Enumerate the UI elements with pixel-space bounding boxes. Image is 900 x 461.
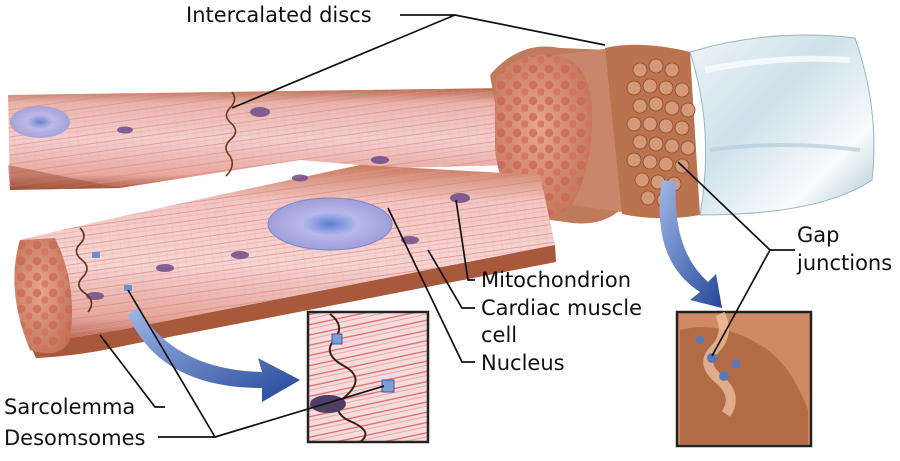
label-intercalated-discs: Intercalated discs [186,3,372,27]
intercalated-disc-membrane [605,44,700,219]
upper-muscle-fiber [8,88,512,190]
zoom-arrows [128,180,722,402]
label-cardiac-muscle-line2: cell [481,323,518,347]
sarcolemma-sleeve [689,34,875,216]
leader-nucleus [387,207,475,363]
leader-mitochondrion [455,199,475,281]
label-sarcolemma: Sarcolemma [4,395,136,419]
label-nucleus: Nucleus [481,351,565,375]
label-desomsomes: Desomsomes [4,426,146,450]
leader-lines [99,14,795,438]
leader-intercalated-discs-2 [231,14,456,109]
leader-intercalated-discs [400,14,606,46]
leader-sarcolemma [99,334,165,408]
label-mitochondrion: Mitochondrion [481,268,632,292]
leader-gap-junctions-2 [711,249,771,357]
leader-desmosomes-2 [214,385,385,438]
lower-muscle-fiber [14,107,556,358]
label-gap-junctions-line1: Gap [797,223,840,247]
gap-junction-inset [675,310,813,448]
mitochondria [86,107,470,300]
label-gap-junctions-line2: junctions [797,251,893,275]
label-cardiac-muscle-line1: Cardiac muscle [481,296,643,320]
leader-cardiac-muscle [427,249,475,309]
desmosome-inset [306,310,430,444]
nucleus-shape [267,197,393,251]
